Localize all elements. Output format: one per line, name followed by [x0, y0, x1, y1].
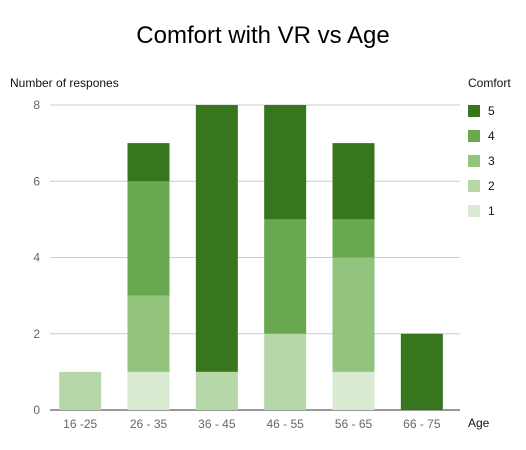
legend-swatch-2 [468, 179, 480, 192]
y-tick-label: 0 [33, 403, 40, 417]
x-axis-title: Age [468, 416, 490, 430]
legend-label-1: 1 [488, 203, 495, 218]
x-tick-label: 46 - 55 [266, 417, 304, 431]
legend-swatch-5 [468, 104, 480, 117]
legend-label-3: 3 [488, 153, 495, 168]
chart-title: Comfort with VR vs Age [136, 22, 390, 49]
legend-item-1[interactable]: 1 [468, 198, 524, 223]
legend-item-2[interactable]: 2 [468, 173, 524, 198]
bar-segment-5[interactable] [332, 143, 375, 220]
x-tick-label: 36 - 45 [198, 417, 236, 431]
legend-title: Comfort [468, 76, 511, 90]
y-tick-label: 2 [33, 327, 40, 341]
bar-segment-1[interactable] [127, 371, 170, 410]
bar-segment-5[interactable] [400, 333, 443, 410]
legend: Comfort 5 4 3 2 1 [468, 76, 524, 223]
y-tick-label: 4 [33, 251, 40, 265]
legend-swatch-3 [468, 154, 480, 167]
bar-segment-2[interactable] [264, 333, 307, 410]
legend-item-5[interactable]: 5 [468, 98, 524, 123]
bar-segment-5[interactable] [127, 143, 170, 182]
x-tick-label: 26 - 35 [130, 417, 168, 431]
legend-label-4: 4 [488, 128, 495, 143]
bar-segment-4[interactable] [332, 219, 375, 258]
bar-segment-5[interactable] [195, 105, 238, 372]
x-tick-label: 16 -25 [63, 417, 97, 431]
y-tick-label: 8 [33, 98, 40, 112]
x-tick-label: 66 - 75 [403, 417, 441, 431]
bar-segment-4[interactable] [127, 181, 170, 296]
bar-segment-2[interactable] [59, 371, 102, 410]
bar-segment-4[interactable] [264, 219, 307, 334]
y-axis-title: Number of respones [10, 76, 119, 90]
legend-swatch-1 [468, 204, 480, 217]
legend-label-2: 2 [488, 178, 495, 193]
bar-segment-2[interactable] [195, 371, 238, 410]
y-tick-label: 6 [33, 174, 40, 188]
bar-segment-5[interactable] [264, 105, 307, 220]
legend-item-4[interactable]: 4 [468, 123, 524, 148]
legend-swatch-4 [468, 129, 480, 142]
x-tick-label: 56 - 65 [335, 417, 373, 431]
legend-label-5: 5 [488, 103, 495, 118]
bar-segment-1[interactable] [332, 371, 375, 410]
legend-item-3[interactable]: 3 [468, 148, 524, 173]
bar-segment-3[interactable] [127, 295, 170, 372]
bar-segment-3[interactable] [332, 257, 375, 372]
legend-items: 5 4 3 2 1 [468, 98, 524, 223]
